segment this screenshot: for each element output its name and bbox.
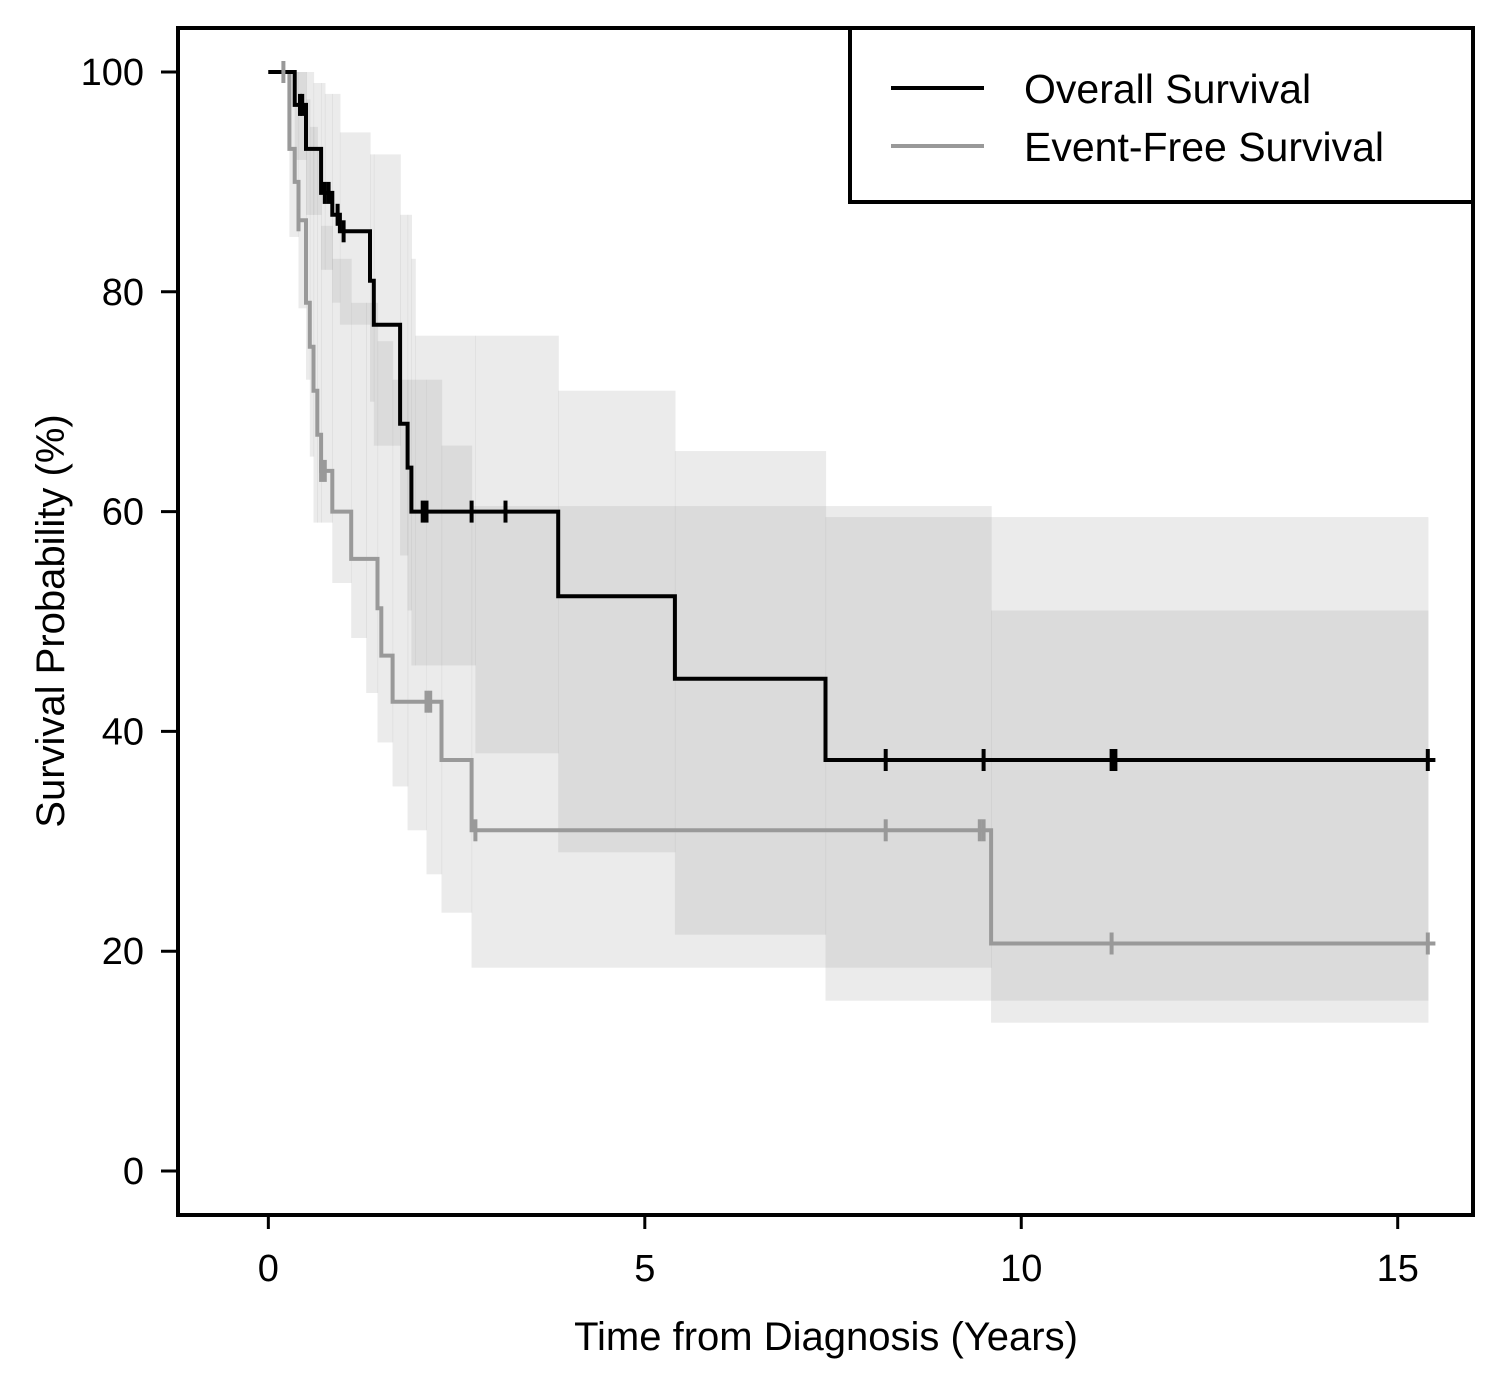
y-tick-label: 20: [102, 931, 144, 973]
x-axis: 0 5 10 15: [258, 1213, 1419, 1290]
y-tick-label: 80: [102, 272, 144, 314]
ci-band-segment-event-free: [392, 379, 409, 787]
ci-band-segment-event-free: [366, 302, 379, 693]
y-axis-title: Survival Probability (%): [29, 414, 73, 827]
ci-band-segment-overall: [306, 72, 315, 215]
x-tick-label: 10: [1000, 1248, 1042, 1290]
ci-band-segment-event-free: [991, 610, 1429, 1023]
ci-band-segment-event-free: [471, 506, 992, 968]
x-tick-label: 15: [1377, 1248, 1419, 1290]
y-tick-label: 0: [123, 1151, 144, 1193]
y-tick-label: 100: [81, 52, 144, 94]
legend: Overall Survival Event-Free Survival: [848, 26, 1475, 204]
y-tick-label: 40: [102, 711, 144, 753]
ci-band-segment-overall: [370, 154, 375, 402]
ci-band-segment-event-free: [298, 72, 307, 309]
ci-band-segment-event-free: [332, 258, 352, 583]
ci-band-segment-event-free: [317, 148, 322, 523]
ci-band-segment-overall: [558, 390, 676, 853]
ci-band-segment-overall: [407, 214, 412, 611]
confidence-bands: [289, 72, 1429, 1023]
legend-label-event-free-survival: Event-Free Survival: [1024, 124, 1384, 170]
ci-band-segment-event-free: [351, 302, 367, 638]
ci-band-segment-event-free: [407, 379, 427, 831]
legend-label-overall-survival: Overall Survival: [1024, 66, 1311, 112]
x-tick-label: 5: [634, 1248, 655, 1290]
ci-band-segment-overall: [324, 93, 333, 270]
x-axis-title: Time from Diagnosis (Years): [574, 1315, 1078, 1359]
series-line-overall-survival: [268, 70, 1436, 762]
x-tick-label: 0: [258, 1248, 279, 1290]
ci-band-segment-overall: [332, 93, 341, 303]
y-tick-label: 60: [102, 492, 144, 534]
ci-band-segment-overall: [373, 154, 401, 446]
ci-band-segment-overall: [294, 72, 307, 160]
ci-band-segment-event-free: [306, 99, 311, 380]
censor-marks: [281, 61, 1430, 955]
ci-band-segment-event-free: [426, 379, 443, 875]
ci-band-segment-overall: [411, 258, 416, 666]
ci-band-segment-event-free: [313, 126, 318, 523]
ci-band-segment-overall: [475, 335, 559, 754]
y-axis: 0 20 40 60 80 100: [81, 52, 178, 1193]
ci-band-segment-event-free: [309, 126, 315, 457]
ci-band-segment-event-free: [321, 225, 333, 523]
legend-box: [848, 26, 1475, 204]
ci-band-segment-event-free: [441, 445, 473, 913]
ci-band-segment-overall: [674, 451, 827, 935]
ci-band-segment-overall: [321, 83, 326, 270]
ci-band-segment-overall: [415, 335, 476, 666]
ci-band-segment-overall: [400, 214, 409, 556]
